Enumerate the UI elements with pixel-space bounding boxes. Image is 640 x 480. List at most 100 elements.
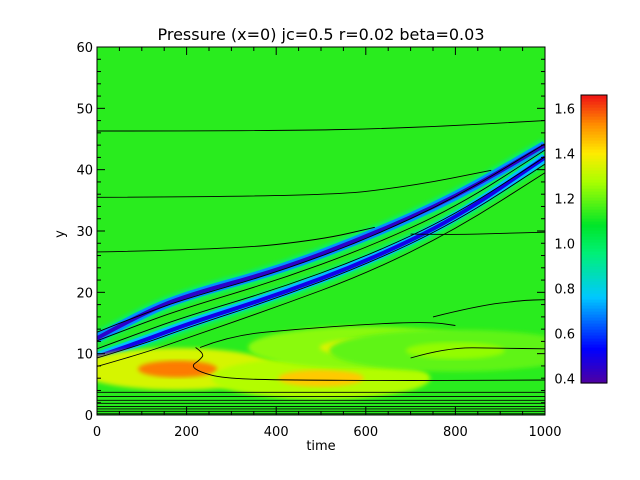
colorbar-swatch: [581, 161, 607, 165]
x-tick-label: 400: [264, 425, 289, 440]
colorbar-swatch: [581, 314, 607, 318]
y-axis-label: y: [53, 230, 68, 238]
colorbar-swatch: [581, 374, 607, 378]
y-tick-label: 10: [76, 348, 93, 363]
colorbar-swatch: [581, 140, 607, 144]
colorbar-swatch: [581, 326, 607, 330]
colorbar-swatch: [581, 257, 607, 261]
high-pressure-core: [405, 342, 505, 359]
colorbar-swatch: [581, 167, 607, 171]
colorbar-swatch: [581, 284, 607, 288]
colorbar-swatch: [581, 275, 607, 279]
contour-line: [97, 169, 492, 198]
colorbar-swatch: [581, 371, 607, 375]
colorbar-swatch: [581, 251, 607, 255]
colorbar-swatch: [581, 242, 607, 246]
colorbar-swatch: [581, 350, 607, 354]
colorbar-swatch: [581, 104, 607, 108]
contour-line: [97, 156, 545, 350]
colorbar-swatch: [581, 332, 607, 336]
colorbar-swatch: [581, 206, 607, 210]
colorbar-swatch: [581, 155, 607, 159]
colorbar-swatch: [581, 200, 607, 204]
colorbar-swatch: [581, 131, 607, 135]
colorbar-swatch: [581, 218, 607, 222]
colorbar-swatch: [581, 311, 607, 315]
colorbar-swatch: [581, 353, 607, 357]
colorbar-swatch: [581, 98, 607, 102]
colorbar-swatch: [581, 152, 607, 156]
high-pressure-core: [278, 369, 364, 387]
colorbar-swatch: [581, 191, 607, 195]
colorbar-swatch: [581, 224, 607, 228]
contour-line: [410, 347, 545, 359]
colorbar-swatch: [581, 221, 607, 225]
colorbar-swatch: [581, 377, 607, 381]
colorbar-swatch: [581, 281, 607, 285]
contour-lines: [97, 120, 545, 415]
colorbar-swatch: [581, 302, 607, 306]
contour-line: [97, 172, 545, 367]
colorbar-swatch: [581, 239, 607, 243]
contour-line: [199, 322, 456, 348]
colorbar-tick-labels: 0.4 0.6 0.8 1.0 1.2 1.4 1.6: [554, 103, 575, 388]
colorbar-swatch: [581, 338, 607, 342]
x-tick-label: 800: [443, 425, 468, 440]
colorbar-swatch: [581, 143, 607, 147]
colorbar-swatch: [581, 116, 607, 120]
x-tick-label: 200: [174, 425, 199, 440]
colorbar-swatch: [581, 230, 607, 234]
contour-line: [97, 120, 545, 132]
colorbar-swatch: [581, 107, 607, 111]
y-tick-label: 20: [76, 286, 93, 301]
colorbar-tick-label: 0.6: [554, 328, 575, 343]
colorbar-tick-label: 1.2: [554, 193, 575, 208]
colorbar-swatch: [581, 260, 607, 264]
x-tick-label: 600: [353, 425, 378, 440]
colorbar-swatch: [581, 209, 607, 213]
colorbar-tick-label: 1.4: [554, 148, 575, 163]
colorbar-swatch: [581, 137, 607, 141]
colorbar-swatch: [581, 176, 607, 180]
colorbar-swatch: [581, 173, 607, 177]
colorbar-swatch: [581, 341, 607, 345]
plot-area: [97, 47, 545, 415]
contour-line: [97, 163, 545, 359]
contour-line: [410, 231, 545, 235]
colorbar-swatch: [581, 368, 607, 372]
colorbar: [580, 94, 608, 384]
y-tick-label: 40: [76, 164, 93, 179]
colorbar-swatch: [581, 323, 607, 327]
contour-line: [97, 226, 375, 253]
contour-line: [97, 149, 545, 342]
colorbar-swatch: [581, 320, 607, 324]
colorbar-swatch: [581, 95, 607, 99]
colorbar-swatch: [581, 227, 607, 231]
colorbar-swatch: [581, 290, 607, 294]
colorbar-swatch: [581, 263, 607, 267]
colorbar-swatch: [581, 170, 607, 174]
colorbar-swatch: [581, 245, 607, 249]
colorbar-swatch: [581, 197, 607, 201]
low-pressure-band-core: [97, 143, 545, 341]
colorbar-swatch: [581, 344, 607, 348]
x-axis-label: time: [306, 439, 335, 454]
plot-axes: [96, 46, 546, 416]
colorbar-swatch: [581, 215, 607, 219]
colorbar-swatch: [581, 101, 607, 105]
colorbar-swatch: [581, 179, 607, 183]
y-tick-label: 30: [76, 225, 93, 240]
low-pressure-band-core: [97, 155, 545, 359]
colorbar-swatch: [581, 293, 607, 297]
y-tick-labels: 0 10 20 30 40 50 60: [76, 41, 93, 424]
colorbar-swatch: [581, 254, 607, 258]
colorbar-swatch: [581, 248, 607, 252]
colorbar-swatch: [581, 146, 607, 150]
heatmap-field: [97, 139, 545, 400]
colorbar-swatch: [581, 185, 607, 189]
colorbar-swatch: [581, 362, 607, 366]
colorbar-swatch: [581, 335, 607, 339]
x-tick-labels: 0 200 400 600 800 1000: [93, 425, 562, 440]
colorbar-swatch: [581, 347, 607, 351]
